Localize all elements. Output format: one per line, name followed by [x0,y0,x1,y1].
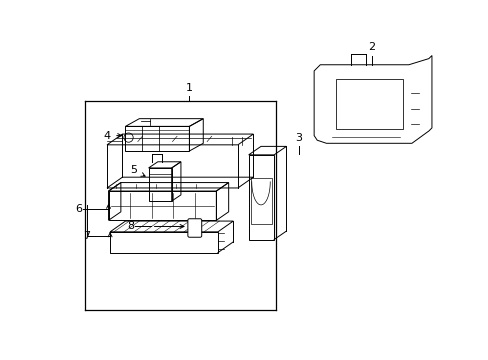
Text: 2: 2 [367,42,375,53]
Text: 6: 6 [75,204,82,214]
Text: 5: 5 [130,165,137,175]
Bar [250,178,271,224]
Text: 8: 8 [127,221,135,231]
FancyBboxPatch shape [187,219,202,237]
Text: 7: 7 [83,231,90,241]
Text: 3: 3 [295,133,302,143]
Text: 4: 4 [103,131,110,141]
Text: 1: 1 [185,83,192,93]
